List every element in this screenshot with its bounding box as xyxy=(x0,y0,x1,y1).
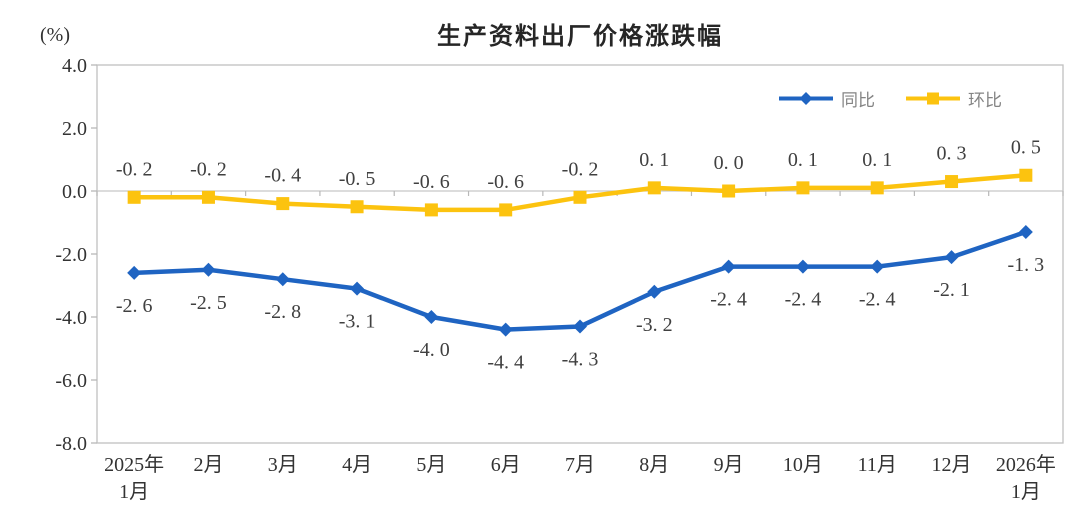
data-point-marker xyxy=(573,319,587,334)
data-label: -0. 2 xyxy=(562,158,599,180)
data-point-marker xyxy=(201,190,215,204)
x-axis-label: 12月 xyxy=(932,454,972,476)
data-point-marker xyxy=(796,181,810,195)
data-label: 0. 1 xyxy=(639,149,669,171)
y-tick-label: -4.0 xyxy=(55,307,87,329)
x-axis-label: 5月 xyxy=(416,454,446,476)
x-axis-label: 11月 xyxy=(858,454,897,476)
data-label: -2. 4 xyxy=(785,289,822,311)
data-label: -0. 5 xyxy=(339,168,376,190)
x-axis-label: 10月 xyxy=(783,454,823,476)
x-axis-label: 2025年 1月 xyxy=(104,453,164,503)
data-label: 0. 1 xyxy=(862,149,892,171)
data-point-marker xyxy=(424,310,439,324)
y-tick-label: 4.0 xyxy=(62,55,87,77)
yoy-line-swatch-icon xyxy=(779,92,833,105)
data-point-marker xyxy=(573,190,587,204)
mom-line-swatch-icon xyxy=(906,92,960,105)
data-label: -4. 4 xyxy=(487,352,524,374)
y-tick-label: -6.0 xyxy=(55,370,87,392)
data-point-marker xyxy=(498,322,513,337)
data-point-marker xyxy=(870,259,885,274)
data-point-marker xyxy=(201,262,216,277)
data-point-marker xyxy=(945,175,959,189)
data-point-marker xyxy=(1018,224,1033,239)
data-label: -2. 6 xyxy=(116,295,153,317)
y-tick-label: -8.0 xyxy=(55,433,87,455)
x-axis-label: 9月 xyxy=(714,454,744,476)
x-axis-label: 4月 xyxy=(342,454,372,476)
data-label: -0. 6 xyxy=(487,171,524,193)
data-point-marker xyxy=(127,190,141,204)
data-label: -2. 4 xyxy=(710,289,747,311)
legend-item-mom: 环比 xyxy=(905,86,1002,111)
data-point-marker xyxy=(721,259,736,274)
data-label: -1. 3 xyxy=(1008,254,1045,276)
data-label: -2. 5 xyxy=(190,292,227,314)
data-label: 0. 0 xyxy=(714,152,744,174)
data-label: -0. 2 xyxy=(190,158,227,180)
data-point-marker xyxy=(275,272,290,287)
data-point-marker xyxy=(944,250,959,265)
y-axis-unit-label: (%) xyxy=(40,24,70,46)
data-label: -4. 0 xyxy=(413,339,450,361)
data-point-marker xyxy=(350,281,365,296)
x-axis-label: 7月 xyxy=(565,454,595,476)
data-point-marker xyxy=(424,203,438,217)
legend-label-yoy: 同比 xyxy=(841,91,875,110)
legend-label-mom: 环比 xyxy=(968,91,1002,110)
y-tick-label: -2.0 xyxy=(55,244,87,266)
data-label: -2. 4 xyxy=(859,289,896,311)
data-label: -3. 2 xyxy=(636,314,673,336)
data-point-marker xyxy=(1019,168,1033,182)
data-point-marker xyxy=(276,197,290,211)
plot-border xyxy=(96,64,1064,444)
x-axis-label: 3月 xyxy=(268,454,298,476)
data-point-marker xyxy=(647,181,661,195)
data-label: 0. 1 xyxy=(788,149,818,171)
y-tick-label: 2.0 xyxy=(62,118,87,140)
data-point-marker xyxy=(127,265,142,280)
y-tick-label: 0.0 xyxy=(62,181,87,203)
data-point-marker xyxy=(350,200,364,214)
chart-title: 生产资料出厂价格涨跌幅 xyxy=(437,23,723,50)
data-label: -0. 4 xyxy=(264,165,301,187)
data-label: -4. 3 xyxy=(562,348,599,370)
data-label: -0. 6 xyxy=(413,171,450,193)
data-point-marker xyxy=(647,284,662,299)
x-axis-label: 8月 xyxy=(639,454,669,476)
legend: 同比 环比 xyxy=(778,86,1002,111)
data-point-marker xyxy=(722,184,736,198)
data-label: 0. 5 xyxy=(1011,136,1041,158)
data-label: -2. 8 xyxy=(264,301,301,323)
x-axis-label: 2月 xyxy=(193,454,223,476)
x-axis-label: 6月 xyxy=(491,454,521,476)
data-label: -2. 1 xyxy=(933,279,970,301)
x-axis-label: 2026年 1月 xyxy=(996,453,1056,503)
data-point-marker xyxy=(870,181,884,195)
legend-item-yoy: 同比 xyxy=(778,86,875,111)
data-label: -0. 2 xyxy=(116,158,153,180)
data-point-marker xyxy=(795,259,810,274)
data-label: -3. 1 xyxy=(339,311,376,333)
data-point-marker xyxy=(499,203,513,217)
data-label: 0. 3 xyxy=(937,143,967,165)
